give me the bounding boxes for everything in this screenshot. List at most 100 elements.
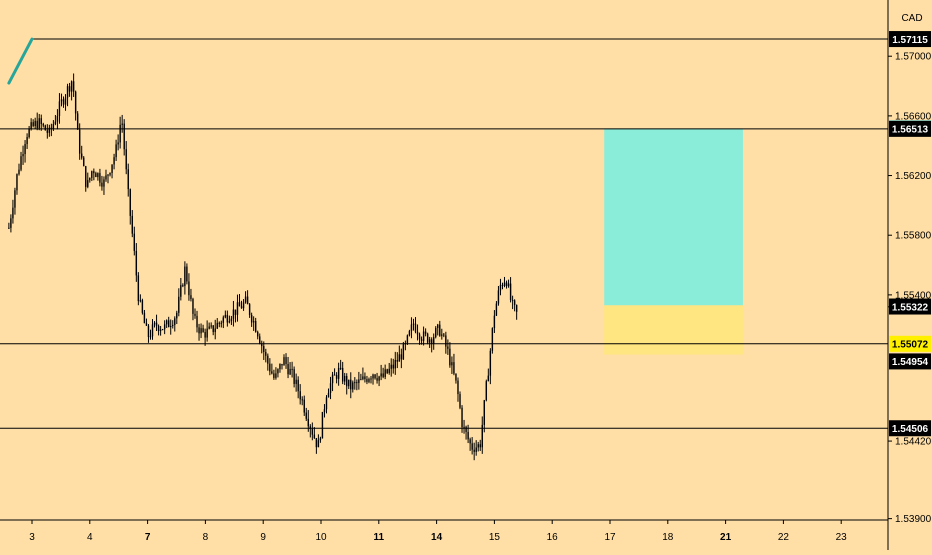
candle-body [513,300,516,305]
candle-body [269,363,271,372]
stop-zone[interactable] [604,305,743,355]
candle-body [252,321,255,323]
candle-body [435,328,437,338]
x-tick-label: 21 [720,532,732,543]
candle-body [145,323,148,326]
candle-body [455,373,457,381]
candle-body [206,328,208,338]
candle-body [72,81,75,92]
x-tick-label: 8 [203,532,209,543]
price-label-box [889,31,931,48]
candle-body [182,285,184,287]
candle-body [445,335,447,347]
price-label-box [889,420,931,437]
candle-body [66,86,69,98]
candle-body [216,322,218,329]
candle-body [157,325,160,332]
candle-body [404,343,407,345]
candle-body [14,190,16,208]
candle-body [149,336,152,338]
candle-body [222,317,225,323]
candle-body [406,335,409,344]
candle-body [22,154,24,157]
candle-body [489,350,492,376]
candle-body [323,409,326,413]
candle-body [408,331,411,336]
candle-body [317,440,320,448]
candle-body [299,391,301,400]
candle-body [505,282,508,287]
candle-body [178,296,180,313]
candle-body [56,115,59,122]
candle-body [461,407,463,428]
candle-body [34,120,36,126]
candle-body [333,374,336,376]
candle-body [62,99,65,105]
price-label-text: 1.54954 [892,357,929,368]
y-tick-label: 1.56600 [895,111,932,122]
x-tick-label: 14 [431,532,443,543]
candle-body [194,313,196,316]
candle-body [384,369,386,377]
candle-body [97,173,99,178]
candle-body [319,438,322,441]
trend-line-group [7,37,34,85]
price-label-text: 1.54506 [892,424,929,435]
candle-body [127,169,129,190]
candle-body [341,367,344,382]
price-label-box [889,298,931,315]
trend-line[interactable] [7,37,34,85]
candle-body [335,375,338,379]
currency-label: CAD [901,13,922,24]
candle-body [378,376,380,381]
candle-body [186,266,188,282]
candle-body [339,367,342,369]
x-tick-label: 11 [374,532,385,543]
candle-body [291,368,293,370]
candle-body [147,325,150,337]
candle-body [279,363,281,370]
candle-body [465,426,467,432]
candle-body [275,373,277,378]
candle-body [424,331,427,334]
target-zone[interactable] [604,128,743,306]
candle-body [481,424,483,448]
candle-body [64,97,67,105]
candle-body [352,382,354,390]
candle-body [115,144,117,158]
candle-body [439,324,441,336]
candle-body [348,379,350,387]
candle-body [451,362,453,366]
position-tool[interactable] [604,128,743,355]
candle-body [420,339,423,341]
candle-body [250,314,253,323]
candle-body [204,331,206,338]
candle-body [467,431,469,440]
candle-body [212,325,214,333]
candle-body [153,322,156,325]
candle-body [303,399,305,413]
x-tick-label: 22 [778,532,790,543]
candle-body [441,334,443,336]
candle-body [42,124,44,126]
candle-body [91,171,93,178]
candle-body [305,412,307,419]
candle-body [107,174,109,176]
candle-body [297,379,299,392]
y-tick-label: 1.55400 [895,290,932,301]
candle-body [103,179,105,187]
candle-body [40,118,42,125]
candle-body [167,320,170,328]
y-tick-label: 1.56200 [895,171,932,182]
candle-body [350,379,352,390]
candle-body [220,322,222,324]
candle-body [396,359,398,362]
candles [8,73,518,461]
candle-body [26,137,28,145]
candle-body [329,383,332,393]
candle-body [89,177,91,181]
candle-body [70,81,73,92]
y-tick-label: 1.54420 [895,437,932,448]
